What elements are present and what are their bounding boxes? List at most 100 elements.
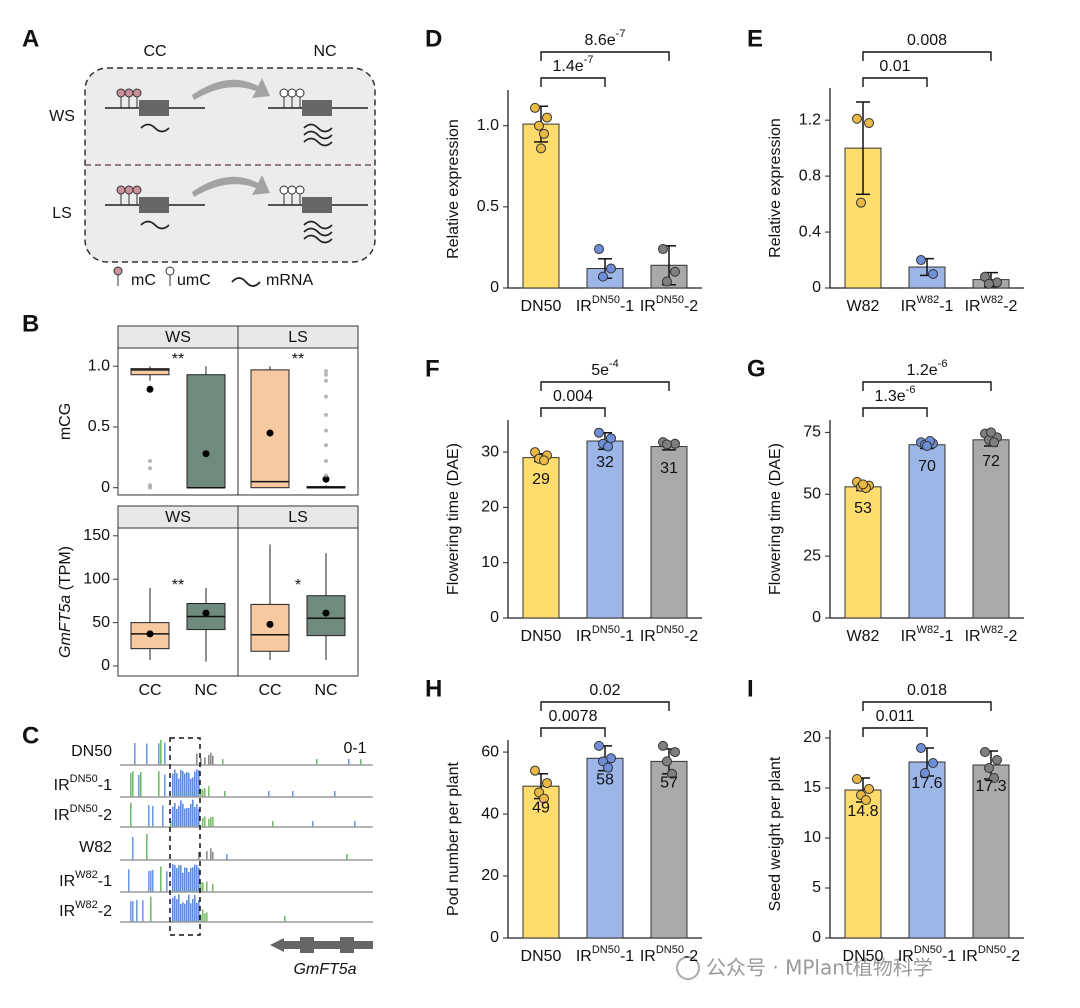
signal bbox=[192, 799, 194, 827]
bar bbox=[650, 760, 688, 939]
text-segment: -1 bbox=[620, 628, 634, 645]
significance: ** bbox=[172, 351, 184, 368]
panel-label: C bbox=[22, 722, 39, 749]
text-segment: W82 bbox=[981, 294, 1004, 306]
mean bbox=[266, 429, 274, 437]
y-tick-label: 0 bbox=[101, 479, 110, 496]
p-value: 0.008 bbox=[907, 32, 947, 49]
text-segment: W82 bbox=[981, 624, 1004, 636]
signal bbox=[198, 900, 200, 922]
signal bbox=[138, 774, 140, 797]
x-tick-label: DN50 bbox=[521, 948, 562, 965]
column-label: NC bbox=[313, 43, 336, 60]
data-point bbox=[928, 269, 938, 280]
text-segment: IR bbox=[640, 948, 656, 965]
data-point bbox=[989, 773, 999, 783]
signal bbox=[174, 769, 176, 797]
outlier bbox=[324, 369, 328, 374]
signal bbox=[204, 913, 206, 922]
signal bbox=[142, 900, 144, 922]
signal bbox=[174, 803, 176, 827]
data-point bbox=[658, 740, 668, 751]
text-segment: -1 bbox=[620, 948, 634, 965]
mean bbox=[322, 475, 330, 483]
data-point bbox=[594, 244, 604, 255]
data-point bbox=[980, 747, 990, 757]
gene-box bbox=[139, 100, 169, 116]
text-segment: W82 bbox=[75, 869, 98, 881]
signal bbox=[198, 867, 200, 892]
signal bbox=[178, 805, 180, 827]
significance-bracket bbox=[540, 381, 670, 391]
text-segment: -6 bbox=[906, 384, 916, 396]
y-axis-label: GmFT5a (TPM) bbox=[57, 546, 74, 658]
signal bbox=[132, 771, 134, 797]
bar bbox=[908, 761, 946, 939]
signal bbox=[190, 867, 192, 892]
data-point bbox=[530, 765, 540, 776]
y-tick-label: 5 bbox=[812, 879, 821, 896]
signal bbox=[226, 854, 228, 860]
data-point bbox=[658, 244, 668, 255]
mc bbox=[124, 185, 134, 195]
signal bbox=[198, 770, 200, 797]
data-point bbox=[606, 263, 616, 274]
signal bbox=[160, 866, 162, 892]
mrna bbox=[303, 220, 333, 230]
signal bbox=[158, 771, 160, 797]
data-point bbox=[864, 117, 874, 128]
significance: ** bbox=[292, 351, 304, 368]
text-segment: -6 bbox=[938, 358, 948, 370]
data-point bbox=[603, 762, 613, 773]
mrna bbox=[303, 123, 333, 133]
signal bbox=[184, 808, 186, 827]
y-tick-label: 0.8 bbox=[799, 167, 821, 184]
y-axis-label: Seed weight per plant bbox=[767, 756, 784, 911]
outlier bbox=[148, 485, 152, 490]
legend-label: mC bbox=[131, 272, 156, 289]
signal bbox=[194, 864, 196, 892]
signal bbox=[186, 867, 188, 892]
text-segment: DN50 bbox=[71, 743, 112, 760]
text-segment: -1 bbox=[939, 298, 953, 315]
signal bbox=[182, 803, 184, 827]
text-segment: -2 bbox=[684, 628, 698, 645]
text-segment: -1 bbox=[942, 948, 956, 965]
data-point bbox=[984, 278, 994, 289]
text-segment: DN50 bbox=[521, 948, 562, 965]
text-segment: IR bbox=[640, 298, 656, 315]
mrna bbox=[303, 137, 333, 147]
outlier bbox=[324, 458, 328, 463]
x-tick-label: IRDN50-1 bbox=[576, 944, 634, 965]
y-tick-label: 20 bbox=[481, 867, 499, 884]
exon bbox=[340, 937, 354, 953]
signal bbox=[186, 772, 188, 797]
significance: ** bbox=[172, 577, 184, 594]
signal bbox=[208, 754, 210, 765]
data-point bbox=[536, 143, 546, 154]
mrna bbox=[303, 130, 333, 140]
text-segment: IR bbox=[962, 948, 978, 965]
bar bbox=[522, 785, 560, 939]
track-label: IRDN50-2 bbox=[54, 803, 112, 824]
text-segment: 1.2e bbox=[907, 362, 938, 379]
bar bbox=[586, 440, 624, 619]
text-segment: IR bbox=[59, 873, 75, 890]
y-tick-label: 20 bbox=[803, 729, 821, 746]
signal bbox=[160, 739, 162, 765]
signal bbox=[196, 753, 198, 765]
y-tick-label: 15 bbox=[803, 779, 821, 796]
data-point bbox=[542, 112, 552, 123]
signal bbox=[210, 752, 212, 765]
p-value: 0.01 bbox=[879, 58, 910, 75]
text-segment: -2 bbox=[684, 298, 698, 315]
data-point bbox=[670, 747, 680, 758]
signal bbox=[164, 774, 166, 797]
outlier bbox=[148, 458, 152, 463]
facet-label: LS bbox=[288, 509, 308, 526]
signal bbox=[152, 870, 154, 892]
signal bbox=[212, 816, 214, 827]
y-tick-label: 20 bbox=[481, 499, 499, 516]
x-tick-label: NC bbox=[314, 682, 337, 699]
mean bbox=[322, 609, 330, 617]
